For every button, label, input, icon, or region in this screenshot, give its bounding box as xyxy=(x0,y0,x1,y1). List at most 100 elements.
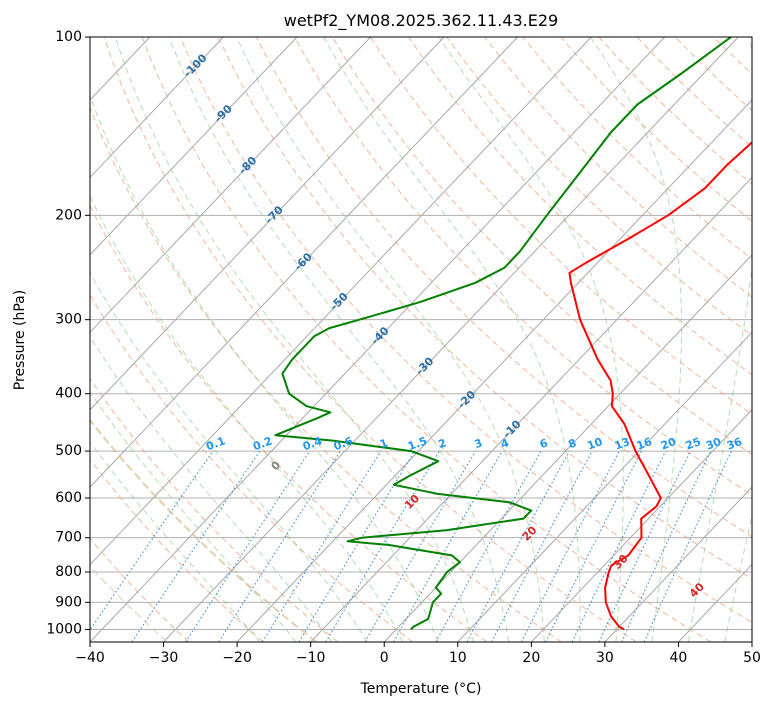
mixing-ratio-label: 25 xyxy=(684,435,703,452)
dry-adiabat xyxy=(179,37,752,623)
y-tick-label: 600 xyxy=(55,490,82,506)
mixing-ratio-label: 2 xyxy=(436,436,448,451)
moist-adiabat xyxy=(687,37,752,642)
x-tick-label: −30 xyxy=(149,650,179,666)
mixing-ratio-label: 0.1 xyxy=(204,434,227,453)
dry-adiabat xyxy=(90,106,562,642)
dry-adiabat xyxy=(255,37,752,538)
y-tick-label: 300 xyxy=(55,312,82,328)
moist-adiabat xyxy=(589,37,682,642)
mixing-ratio-label: 1 xyxy=(378,436,390,451)
chart-title: wetPf2_YM08.2025.362.11.43.E29 xyxy=(284,11,558,31)
isotherm-line xyxy=(530,408,752,642)
dry-adiabat xyxy=(90,204,488,642)
moist-adiabat xyxy=(323,37,581,642)
x-tick-label: 30 xyxy=(596,650,614,666)
isotherm-line xyxy=(163,37,739,642)
mixing-ratio-label: 0.4 xyxy=(301,434,324,453)
x-axis-ticks: −40 −30 −20 −10 0 10 20 30 40 50 xyxy=(75,642,761,666)
y-tick-label: 700 xyxy=(55,530,82,546)
moist-adiabat xyxy=(168,37,510,642)
mixing-ratio-line xyxy=(571,450,667,642)
moist-adiabat xyxy=(90,441,261,642)
moist-adiabats xyxy=(90,37,752,642)
dewpoint-curve xyxy=(274,37,732,631)
mixing-ratio-label: 36 xyxy=(725,435,744,453)
isotherm-line xyxy=(457,331,752,642)
mixing-ratio-label: 0.2 xyxy=(251,434,274,453)
x-tick-label: 50 xyxy=(743,650,761,666)
isotherms xyxy=(90,37,752,642)
mixing-ratio-line xyxy=(90,450,214,631)
isotherm-line xyxy=(90,37,666,642)
tan-reference-curve xyxy=(90,565,168,642)
dry-adiabat xyxy=(217,37,752,580)
y-tick-label: 800 xyxy=(55,564,82,580)
x-tick-label: 10 xyxy=(449,650,467,666)
isotherm-line xyxy=(236,99,752,642)
dry-adiabat xyxy=(90,537,190,642)
mixing-ratio-label: 16 xyxy=(635,435,654,453)
y-tick-label: 200 xyxy=(55,207,82,223)
y-axis-ticks: 100 200 300 400 500 600 700 800 900 1000 xyxy=(46,29,90,637)
dry-adiabat xyxy=(90,458,264,642)
dry-adiabat xyxy=(370,37,752,415)
isotherm-line xyxy=(604,486,752,642)
mixing-ratio-label: 3 xyxy=(473,436,485,451)
x-tick-label: 40 xyxy=(670,650,688,666)
isotherm-line xyxy=(90,37,445,411)
dry-adiabat xyxy=(408,37,752,376)
dry-adiabats xyxy=(90,37,752,642)
mixing-ratio-line xyxy=(185,450,311,642)
x-tick-label: −20 xyxy=(222,650,252,666)
dry-adiabat xyxy=(331,37,752,455)
mixing-ratio-label: 30 xyxy=(704,435,723,453)
isotherm-line xyxy=(90,37,224,179)
isotherm-line xyxy=(90,37,592,566)
moist-adiabat xyxy=(90,271,368,642)
mixing-ratio-label: 4 xyxy=(499,436,511,451)
dry-adiabat xyxy=(446,37,752,337)
isotherm-line xyxy=(90,37,519,488)
moist-adiabat xyxy=(724,514,752,642)
x-tick-label: −10 xyxy=(296,650,326,666)
mixing-ratio-line xyxy=(466,450,570,642)
x-tick-label: 20 xyxy=(522,650,540,666)
tan-reference-curve xyxy=(90,418,317,642)
dry-adiabat xyxy=(103,37,637,642)
moist-adiabat xyxy=(90,94,439,642)
y-tick-label: 100 xyxy=(55,29,82,45)
mixing-ratio-line xyxy=(393,450,503,642)
mixing-ratio-lines xyxy=(90,450,733,642)
x-axis-label: Temperature (°C) xyxy=(360,681,482,697)
dry-adiabat xyxy=(293,37,752,496)
x-tick-label: 0 xyxy=(380,650,389,666)
y-tick-label: 500 xyxy=(55,443,82,459)
mixing-ratio-line xyxy=(298,450,416,642)
mixing-ratio-line xyxy=(435,450,542,642)
mixing-ratio-line xyxy=(643,450,733,642)
y-tick-label: 1000 xyxy=(46,621,82,637)
frost-curve xyxy=(90,418,317,642)
plot-area: -100-90-80-70-60-50-40-30-20-100.1 0.2 0.4… xyxy=(90,37,752,642)
mixing-ratio-line xyxy=(131,450,261,642)
moist-adiabat xyxy=(90,391,297,642)
mixing-ratio-line xyxy=(545,450,642,642)
mixing-ratio-label: 6 xyxy=(538,436,550,451)
mixing-ratio-label: 20 xyxy=(659,435,678,453)
y-tick-label: 900 xyxy=(55,594,82,610)
mixing-ratio-label: 0.6 xyxy=(332,434,355,453)
isotherm-line xyxy=(90,37,371,334)
moist-adiabat xyxy=(90,335,333,642)
mixing-ratio-line xyxy=(218,450,341,642)
mixing-ratio-label: 13 xyxy=(613,435,632,452)
mixing-ratio-label: 1.5 xyxy=(406,434,429,453)
moist-adiabat xyxy=(236,37,545,642)
mixing-ratio-label: 10 xyxy=(586,435,605,453)
sounding-profiles xyxy=(274,37,752,631)
plot-frame xyxy=(89,36,753,643)
temperature-curve xyxy=(568,141,752,631)
isotherm-line xyxy=(383,254,752,642)
